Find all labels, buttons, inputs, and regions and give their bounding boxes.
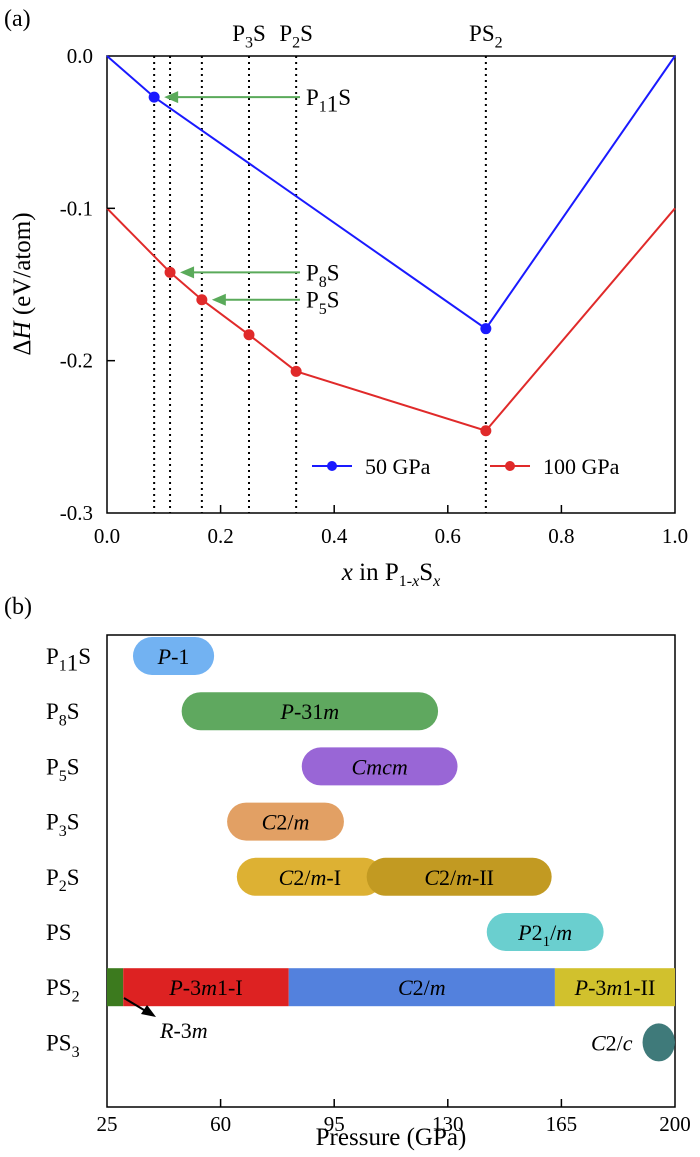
phase-label: C2/m: [262, 810, 310, 835]
panel-a-series-lines: [106, 55, 676, 432]
phase-label: P-1: [157, 644, 190, 669]
panel-a-plot-frame: [106, 55, 676, 514]
panel-b-plot-frame: [106, 634, 676, 1108]
r3m-annotation: R-3m: [123, 997, 208, 1043]
r3m-annotation-label: R-3m: [159, 1018, 208, 1043]
legend-marker-100gpa: [505, 461, 515, 471]
phase-label: C2/m-II: [424, 865, 494, 890]
phase-label: P-3m1-II: [574, 975, 656, 1000]
top-label-p2s: P2S: [279, 21, 313, 51]
phase-bar-p8s: [181, 692, 439, 731]
data-point: [480, 323, 492, 335]
row-label-p5s: P5S: [46, 754, 80, 784]
x-tick-label: 1.0: [662, 524, 688, 548]
panel-a-vertical-lines: [153, 56, 487, 513]
row-label-ps: PS: [46, 920, 72, 945]
row-label-p3s: P3S: [46, 810, 80, 840]
x-tick-label: 25: [97, 1112, 118, 1136]
series-line-100-gpa: [106, 207, 676, 432]
phase-label: P-3m1-I: [168, 975, 242, 1000]
phase-label: Cmcm: [352, 754, 408, 779]
x-tick-label: 0.0: [94, 524, 120, 548]
phase-label: P-31m: [280, 699, 340, 724]
x-tick-label: 0.6: [435, 524, 461, 548]
arrow-label-p5s: P5S: [306, 288, 340, 318]
data-point: [196, 294, 208, 306]
x-tick-label: 200: [659, 1112, 691, 1136]
row-label-ps3: PS3: [46, 1030, 80, 1060]
phase-label: C2/c: [591, 1030, 633, 1055]
phase-bar-ps3: [642, 1023, 675, 1062]
data-point: [148, 91, 160, 103]
phase-label: C2/m: [398, 975, 446, 1000]
y-tick-label: -0.2: [60, 349, 93, 373]
phase-bar-p5s: [301, 747, 458, 786]
x-tick-label: 60: [210, 1112, 231, 1136]
panel-a-markers: [148, 91, 492, 437]
legend-label-50gpa: 50 GPa: [365, 454, 431, 479]
panel-a-ticks: 0.0 0.2 0.4 0.6 0.8 1.0 0.0 -0.1 -0.2 -0.3: [60, 44, 688, 548]
phase-bar-p3s: [227, 802, 344, 841]
y-tick-label: -0.1: [60, 196, 93, 220]
phase-bar-p2s: [236, 857, 383, 896]
panel-a-top-labels: P3S P2S PS2: [232, 21, 502, 51]
x-tick-label: 0.8: [548, 524, 574, 548]
panel-b-xlabel: Pressure (GPa): [316, 1124, 467, 1151]
phase-bar-ps2: [123, 968, 289, 1007]
panel-b-row-labels: P11S P8S P5S P3S P2S PS PS2 PS3: [46, 644, 91, 1061]
x-tick-label: 130: [432, 1112, 464, 1136]
panel-a-ylabel: ΔH (eV/atom): [9, 212, 36, 355]
top-label-p3s: P3S: [232, 21, 266, 51]
y-tick-label: 0.0: [67, 44, 93, 68]
phase-label: C2/m-I: [279, 865, 341, 890]
r3m-arrow-head: [141, 1005, 156, 1017]
phase-bar-ps2: [554, 968, 675, 1007]
data-point: [290, 365, 302, 377]
top-label-ps2: PS2: [469, 21, 503, 51]
pointer-arrow-head: [211, 293, 226, 306]
y-tick-label: -0.3: [60, 501, 93, 525]
x-tick-label: 165: [546, 1112, 578, 1136]
panel-a-legend: 50 GPa 100 GPa: [312, 454, 620, 479]
row-label-p8s: P8S: [46, 699, 80, 729]
legend-label-100gpa: 100 GPa: [543, 454, 620, 479]
data-point: [243, 329, 255, 341]
pointer-arrow-head: [180, 266, 195, 279]
x-tick-label: 0.4: [321, 524, 348, 548]
panel-a: (a) 0.0 0.2 0.4 0.6 0.8 1.0 0.0 -0.1 -0.2 -0.3 P3…: [4, 6, 688, 590]
arrow-label-p8s: P8S: [306, 260, 340, 290]
x-tick-label: 95: [324, 1112, 345, 1136]
panel-a-label: (a): [4, 6, 31, 32]
data-point: [164, 266, 176, 278]
data-point: [480, 425, 492, 437]
phase-bar-p11s: [132, 637, 215, 675]
phase-bar-ps2: [288, 968, 555, 1007]
panel-b-label: (b): [4, 594, 32, 620]
row-label-p2s: P2S: [46, 865, 80, 895]
panel-a-xlabel: x in P1-xSx: [341, 559, 440, 590]
phase-label: P21/m: [517, 920, 572, 950]
pointer-arrow-head: [164, 91, 179, 104]
row-label-p11s: P11S: [46, 644, 91, 675]
legend-marker-50gpa: [327, 461, 337, 471]
series-line-50-gpa: [106, 55, 676, 331]
x-tick-label: 0.2: [207, 524, 233, 548]
panel-b-ticks: 25 60 95 130 165 200: [97, 1099, 691, 1136]
row-label-ps2: PS2: [46, 975, 80, 1005]
phase-bar-ps2: [107, 968, 124, 1007]
phase-bar-ps: [486, 913, 604, 951]
phase-bar-p2s: [366, 857, 552, 896]
arrow-label-p11s: P11S: [306, 85, 351, 116]
